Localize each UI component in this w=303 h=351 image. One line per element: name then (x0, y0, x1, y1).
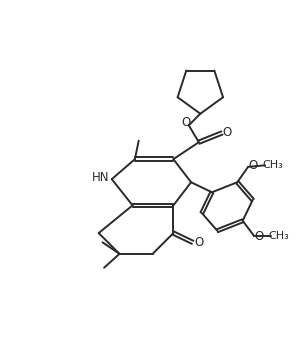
Text: CH₃: CH₃ (268, 231, 289, 241)
Text: O: O (248, 159, 257, 172)
Text: CH₃: CH₃ (262, 160, 283, 170)
Text: O: O (194, 236, 203, 249)
Text: HN: HN (92, 171, 110, 184)
Text: O: O (223, 126, 232, 139)
Text: O: O (181, 117, 190, 130)
Text: O: O (254, 230, 264, 243)
